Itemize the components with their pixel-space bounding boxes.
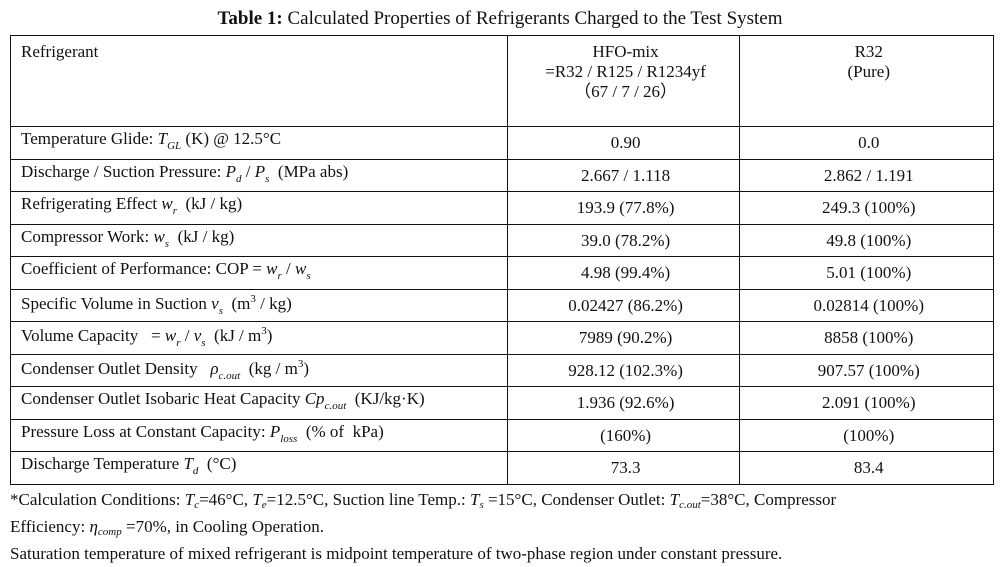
r32-value: 2.862 / 1.191 [739, 158, 994, 192]
hfo-mix-value: 0.02427 (86.2%) [506, 288, 741, 322]
caption-text: Calculated Properties of Refrigerants Ch… [282, 8, 783, 29]
table-row: Coefficient of Performance: COP = wr / w… [10, 256, 994, 290]
property-label: Discharge / Suction Pressure: Pd / Ps (M… [10, 158, 508, 192]
property-label: Pressure Loss at Constant Capacity: Plos… [10, 418, 508, 452]
table-row: Temperature Glide: TGL (K) @ 12.5°C 0.90 0… [10, 126, 994, 160]
table-row: Condenser Outlet Isobaric Heat Capacity … [10, 386, 994, 420]
hfo-mix-value: 2.667 / 1.118 [506, 158, 741, 192]
hfo-mix-value: 39.0 (78.2%) [506, 223, 741, 257]
r32-value: 2.091 (100%) [739, 386, 994, 420]
notes-line-2: Efficiency: ηcomp =70%, in Cooling Opera… [10, 517, 324, 538]
r32-value: 0.0 [739, 126, 994, 160]
table-row: Condenser Outlet Density ρc.out (kg / m3… [10, 353, 994, 387]
table-row: Discharge Temperature Td (°C) 73.3 83.4 [10, 451, 994, 485]
r32-value: 83.4 [739, 451, 994, 485]
r32-value: 907.57 (100%) [739, 353, 994, 387]
table-body: Temperature Glide: TGL (K) @ 12.5°C 0.90 0… [10, 126, 994, 485]
notes-line-3: Saturation temperature of mixed refriger… [10, 544, 783, 563]
table-row: Discharge / Suction Pressure: Pd / Ps (M… [10, 158, 994, 192]
property-label: Volume Capacity = wr / vs (kJ / m3) [10, 321, 508, 355]
table-row: Specific Volume in Suction vs (m3 / kg) 0… [10, 288, 994, 322]
header-refrigerant: Refrigerant [10, 35, 508, 127]
table-row: Compressor Work: ws (kJ / kg) 39.0 (78.2%… [10, 223, 994, 257]
hfo-mix-value: 4.98 (99.4%) [506, 256, 741, 290]
hfo-mix-value: 193.9 (77.8%) [506, 191, 741, 225]
table-row: Refrigerating Effect wr (kJ / kg) 193.9 (… [10, 191, 994, 225]
table-row: Volume Capacity = wr / vs (kJ / m3) 7989 … [10, 321, 994, 355]
property-label: Condenser Outlet Density ρc.out (kg / m3… [10, 353, 508, 387]
property-label: Coefficient of Performance: COP = wr / w… [10, 256, 508, 290]
r32-value: 49.8 (100%) [739, 223, 994, 257]
hfo-mix-value: 928.12 (102.3%) [506, 353, 741, 387]
hfo-mix-value: 0.90 [506, 126, 741, 160]
table-caption: Table 1: Calculated Properties of Refrig… [0, 8, 1000, 30]
hfo-mix-value: 7989 (90.2%) [506, 321, 741, 355]
property-label: Condenser Outlet Isobaric Heat Capacity … [10, 386, 508, 420]
property-label: Discharge Temperature Td (°C) [10, 451, 508, 485]
r32-value: 8858 (100%) [739, 321, 994, 355]
hfo-mix-value: (160%) [506, 418, 741, 452]
caption-label: Table 1: [217, 8, 283, 29]
calculation-notes: *Calculation Conditions: Tc=46°C, Te=12.… [10, 489, 994, 565]
r32-value: 5.01 (100%) [739, 256, 994, 290]
hfo-mix-value: 73.3 [506, 451, 741, 485]
property-label: Refrigerating Effect wr (kJ / kg) [10, 191, 508, 225]
table-header-row: Refrigerant HFO-mix =R32 / R125 / R1234y… [10, 35, 994, 127]
r32-value: 0.02814 (100%) [739, 288, 994, 322]
header-hfo-mix: HFO-mix =R32 / R125 / R1234yf （67 / 7 / … [506, 35, 741, 127]
property-label: Compressor Work: ws (kJ / kg) [10, 223, 508, 257]
table-row: Pressure Loss at Constant Capacity: Plos… [10, 418, 994, 452]
hfo-mix-value: 1.936 (92.6%) [506, 386, 741, 420]
notes-line-1: *Calculation Conditions: Tc=46°C, Te=12.… [10, 490, 837, 511]
header-r32: R32 (Pure) [739, 35, 994, 127]
r32-value: (100%) [739, 418, 994, 452]
property-label: Specific Volume in Suction vs (m3 / kg) [10, 288, 508, 322]
refrigerant-properties-table: Refrigerant HFO-mix =R32 / R125 / R1234y… [10, 35, 994, 485]
r32-value: 249.3 (100%) [739, 191, 994, 225]
property-label: Temperature Glide: TGL (K) @ 12.5°C [10, 126, 508, 160]
